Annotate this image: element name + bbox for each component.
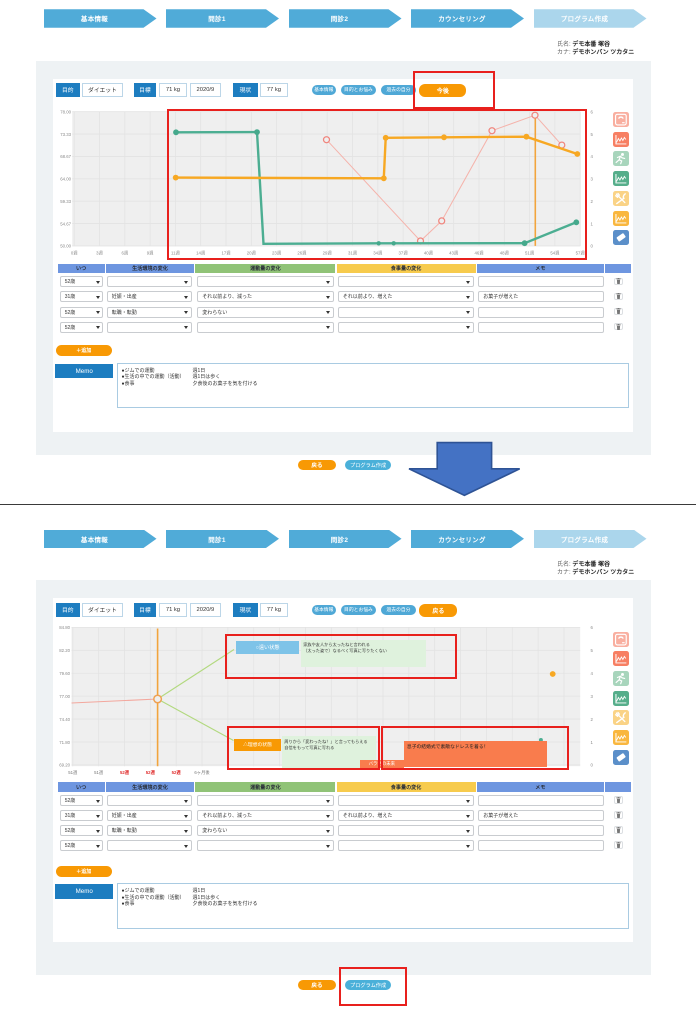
- svg-text:52週: 52週: [146, 769, 156, 776]
- svg-text:50.00: 50.00: [60, 244, 71, 249]
- svg-text:6: 6: [591, 625, 594, 630]
- svg-text:14週: 14週: [196, 250, 206, 257]
- svg-text:5: 5: [591, 132, 594, 137]
- svg-text:51週: 51週: [525, 250, 535, 257]
- svg-text:0週: 0週: [71, 250, 78, 257]
- svg-text:31週: 31週: [348, 250, 358, 257]
- svg-text:48週: 48週: [500, 250, 510, 257]
- svg-text:59.33: 59.33: [60, 199, 71, 204]
- svg-text:3: 3: [591, 177, 594, 182]
- svg-text:4: 4: [591, 154, 594, 159]
- svg-text:6: 6: [591, 110, 594, 115]
- svg-text:79.60: 79.60: [59, 671, 70, 676]
- svg-text:2: 2: [591, 199, 594, 204]
- svg-text:51週: 51週: [68, 769, 78, 776]
- svg-text:74.40: 74.40: [59, 717, 70, 722]
- svg-text:73.33: 73.33: [60, 132, 71, 137]
- svg-text:20週: 20週: [247, 250, 257, 257]
- svg-text:51週: 51週: [94, 769, 104, 776]
- svg-text:11週: 11週: [171, 250, 180, 257]
- svg-text:1: 1: [591, 221, 594, 226]
- svg-text:0: 0: [591, 763, 594, 768]
- svg-text:43週: 43週: [449, 250, 459, 257]
- svg-text:68.67: 68.67: [60, 154, 71, 159]
- svg-text:54週: 54週: [550, 250, 560, 257]
- svg-text:6週: 6週: [121, 250, 128, 257]
- svg-text:64.00: 64.00: [60, 177, 71, 182]
- svg-text:52週: 52週: [120, 769, 130, 776]
- svg-text:78.00: 78.00: [60, 110, 71, 115]
- svg-text:23週: 23週: [272, 250, 282, 257]
- svg-text:52週: 52週: [172, 769, 182, 776]
- svg-text:4: 4: [591, 671, 594, 676]
- svg-text:3週: 3週: [96, 250, 103, 257]
- svg-text:6ヶ月後: 6ヶ月後: [194, 769, 210, 776]
- svg-text:17週: 17週: [221, 250, 231, 257]
- svg-text:37週: 37週: [399, 250, 409, 257]
- svg-text:34週: 34週: [373, 250, 383, 257]
- svg-text:77.00: 77.00: [59, 694, 70, 699]
- svg-text:9週: 9週: [147, 250, 154, 257]
- svg-text:29週: 29週: [323, 250, 333, 257]
- svg-text:57週: 57週: [576, 250, 586, 257]
- svg-text:40週: 40週: [424, 250, 434, 257]
- svg-text:3: 3: [591, 694, 594, 699]
- svg-text:54.67: 54.67: [60, 221, 71, 226]
- svg-text:71.80: 71.80: [59, 740, 70, 745]
- svg-text:0: 0: [591, 244, 594, 249]
- svg-text:26週: 26週: [297, 250, 307, 257]
- svg-text:1: 1: [591, 740, 594, 745]
- svg-text:69.20: 69.20: [59, 763, 70, 768]
- svg-text:82.20: 82.20: [59, 648, 70, 653]
- svg-text:46週: 46週: [474, 250, 484, 257]
- svg-text:84.80: 84.80: [59, 625, 70, 630]
- svg-text:2: 2: [591, 717, 594, 722]
- svg-text:5: 5: [591, 648, 594, 653]
